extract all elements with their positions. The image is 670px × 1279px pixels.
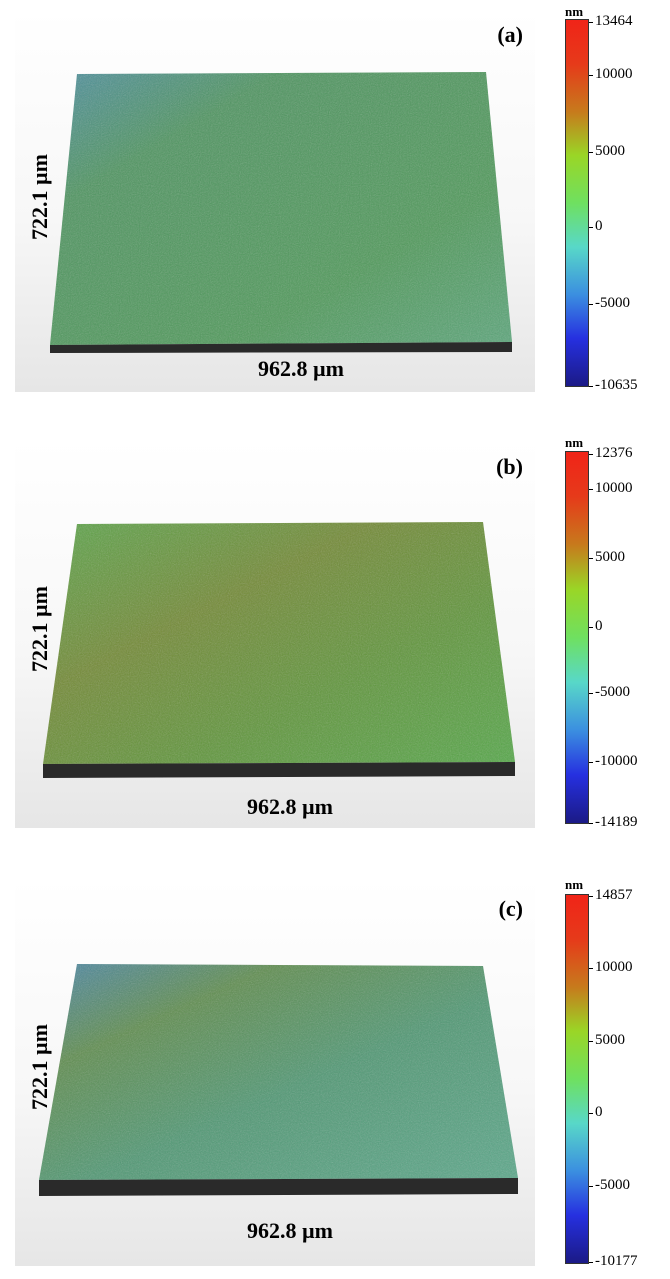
colorbar-a	[565, 19, 589, 387]
x-dimension-label: 962.8 µm	[247, 794, 334, 819]
y-dimension-label: 722.1 µm	[27, 1023, 52, 1110]
surface-panel-c: (c) 722.1 µm 962.8 µm	[15, 878, 535, 1266]
colorbar-tick-label: 5000	[595, 549, 625, 565]
panel-label: (a)	[497, 22, 523, 47]
colorbar-tick-label: 0	[595, 618, 603, 634]
y-dimension-label: 722.1 µm	[27, 585, 52, 672]
colorbar-min-label: -10635	[595, 377, 638, 393]
surface-panel-a: (a) 722.1 µm 962.8 µm	[15, 10, 535, 392]
surface-panel-b: (b) 722.1 µm 962.8 µm	[15, 440, 535, 828]
colorbar-max-label: 14857	[595, 887, 633, 903]
y-dimension-label: 722.1 µm	[27, 153, 52, 240]
colorbar-tick-label: 0	[595, 218, 603, 234]
colorbar-tick-label: -5000	[595, 1177, 630, 1193]
colorbar-max-label: 13464	[595, 13, 633, 29]
panel-label: (c)	[498, 896, 523, 921]
colorbar-c	[565, 894, 589, 1264]
colorbar-b	[565, 451, 589, 824]
x-dimension-label: 962.8 µm	[247, 1218, 334, 1243]
colorbar-tick-label: 5000	[595, 1032, 625, 1048]
colorbar-tick-label: -5000	[595, 295, 630, 311]
colorbar-tick-label: 5000	[595, 143, 625, 159]
colorbar-min-label: -10177	[595, 1253, 638, 1269]
surface-3d-plot-b	[43, 522, 515, 778]
x-dimension-label: 962.8 µm	[258, 356, 345, 381]
colorbar-tick-label: -5000	[595, 684, 630, 700]
colorbar-min-label: -14189	[595, 814, 638, 830]
colorbar-max-label: 12376	[595, 445, 633, 461]
colorbar-unit: nm	[565, 877, 584, 892]
colorbar-unit: nm	[565, 4, 584, 19]
surface-3d-plot-a	[50, 72, 512, 353]
colorbar-tick-label: 0	[595, 1104, 603, 1120]
colorbar-unit: nm	[565, 435, 584, 450]
colorbar-tick-label: 10000	[595, 959, 633, 975]
colorbar-tick-label: -10000	[595, 753, 638, 769]
surface-3d-plot-c	[39, 964, 518, 1196]
colorbar-tick-label: 10000	[595, 66, 633, 82]
panel-label: (b)	[496, 454, 523, 479]
colorbar-tick-label: 10000	[595, 480, 633, 496]
